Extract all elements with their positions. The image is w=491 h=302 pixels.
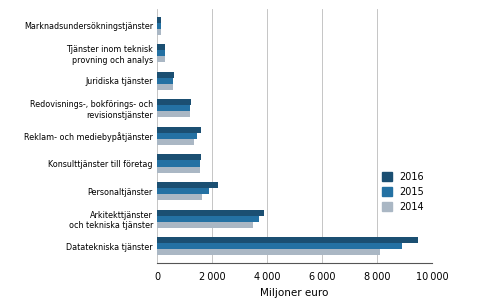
Bar: [157, 44, 165, 50]
Bar: [157, 188, 209, 194]
Bar: [157, 222, 253, 228]
Bar: [157, 84, 172, 90]
Bar: [157, 111, 190, 117]
Bar: [157, 249, 380, 255]
Bar: [157, 210, 264, 216]
Bar: [157, 23, 161, 29]
Bar: [157, 194, 202, 200]
Bar: [157, 243, 402, 249]
Bar: [157, 133, 197, 139]
Bar: [157, 56, 165, 62]
Bar: [157, 99, 191, 105]
Bar: [157, 127, 201, 133]
Bar: [157, 29, 161, 35]
Bar: [157, 139, 194, 145]
Legend: 2016, 2015, 2014: 2016, 2015, 2014: [379, 169, 427, 214]
Bar: [157, 160, 200, 166]
Bar: [157, 17, 161, 23]
Bar: [157, 182, 218, 188]
Bar: [157, 216, 259, 222]
Bar: [157, 166, 200, 172]
Bar: [157, 72, 174, 78]
Bar: [157, 154, 201, 160]
Bar: [157, 105, 190, 111]
Bar: [157, 237, 418, 243]
Bar: [157, 78, 173, 84]
Bar: [157, 50, 165, 56]
X-axis label: Miljoner euro: Miljoner euro: [260, 288, 329, 298]
